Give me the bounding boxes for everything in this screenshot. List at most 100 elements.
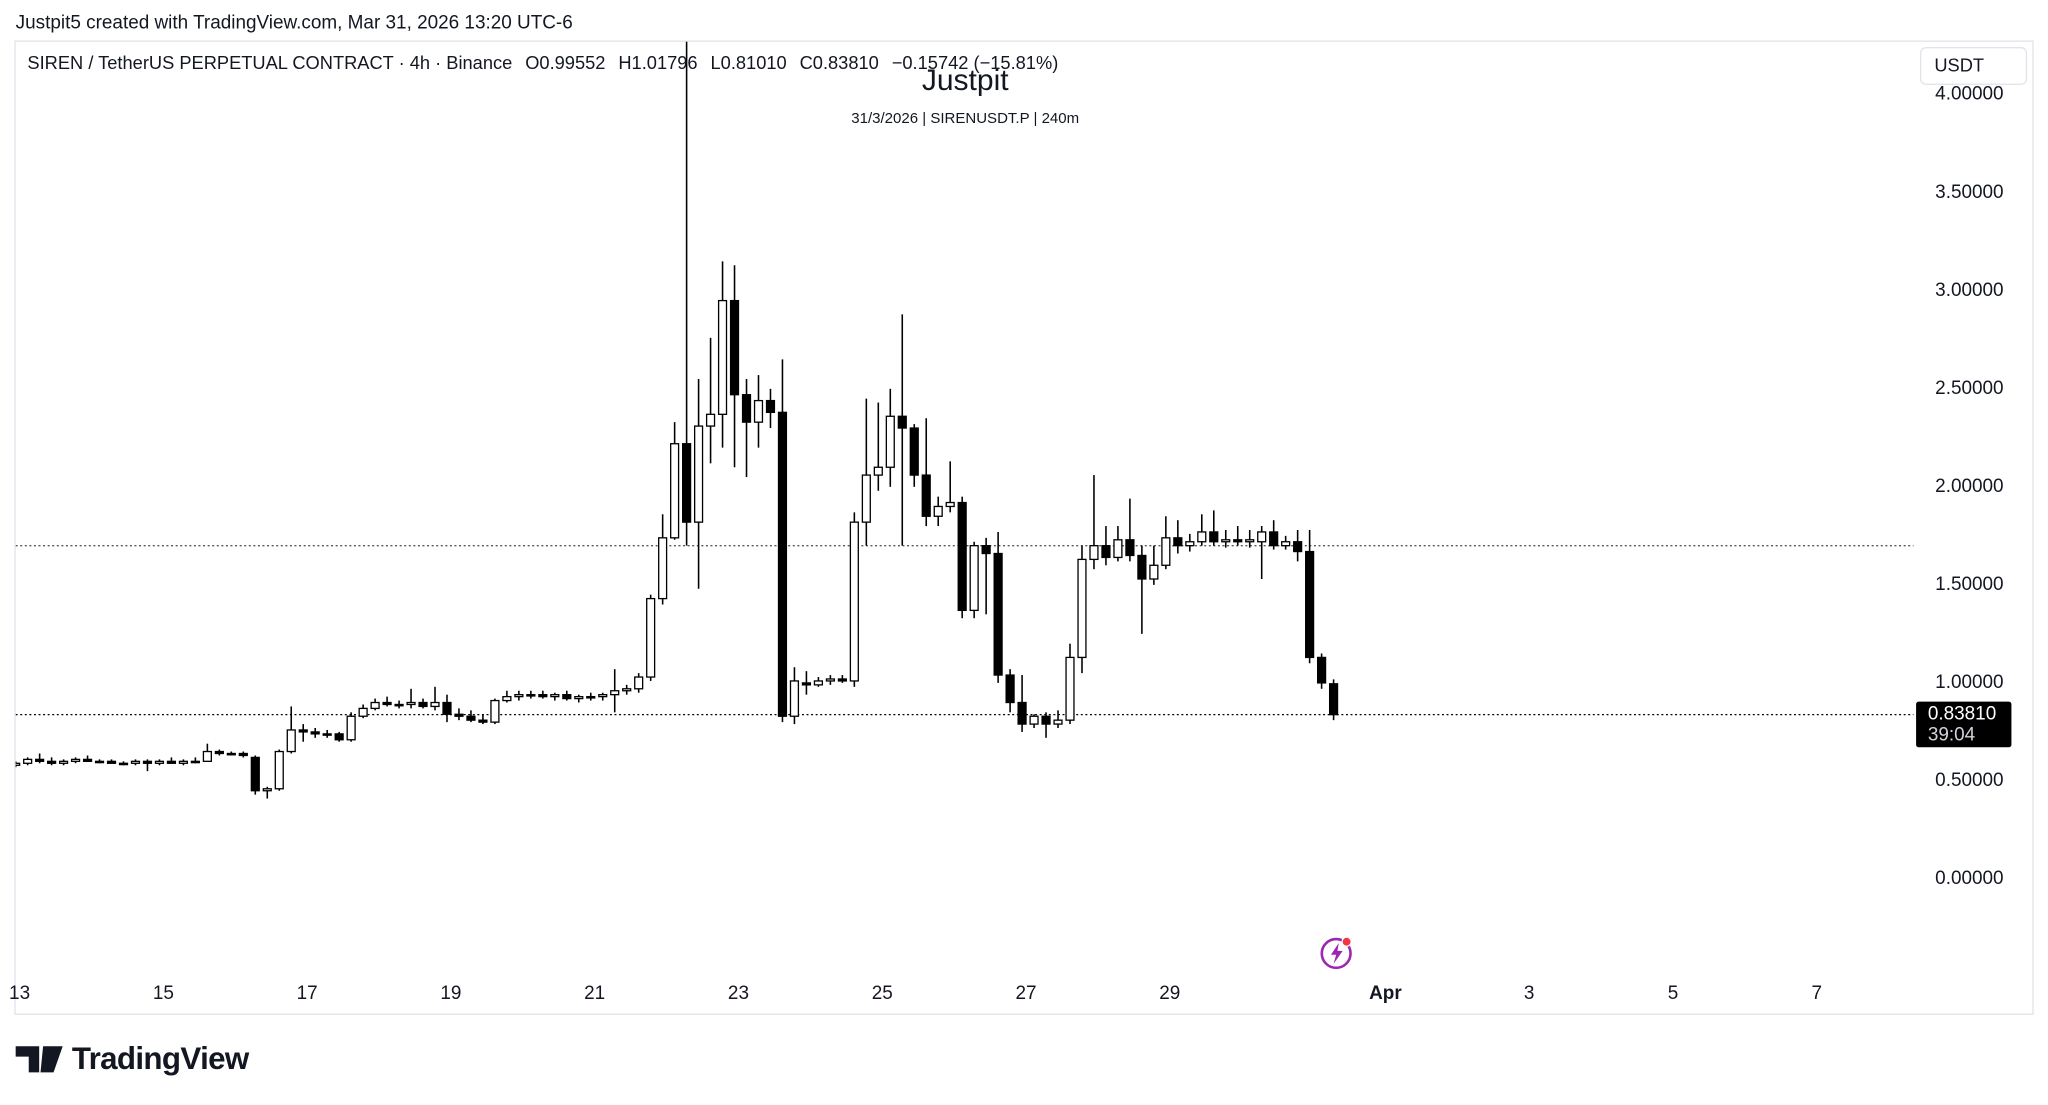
- candle-body: [1173, 537, 1183, 547]
- candle-body: [262, 788, 272, 792]
- y-tick-label: 3.50000: [1935, 182, 2003, 203]
- x-tick-label: 3: [1524, 983, 1535, 1004]
- candle-body: [502, 695, 512, 702]
- candle-body: [382, 701, 392, 706]
- candle-body: [598, 694, 608, 698]
- x-tick-label: Apr: [1369, 983, 1402, 1004]
- candle-body: [370, 701, 380, 710]
- candle-body: [250, 756, 260, 792]
- legend-change: −0.15742 (−15.81%): [892, 52, 1059, 73]
- candle-body: [634, 676, 644, 690]
- candle-body: [358, 707, 368, 717]
- candle-body: [574, 695, 584, 700]
- logo-text[interactable]: TradingView: [72, 1041, 251, 1076]
- candle-body: [1233, 539, 1243, 543]
- candle-body: [1149, 564, 1159, 580]
- candle-body: [418, 701, 428, 708]
- candle-body: [909, 427, 919, 476]
- candle-body: [1005, 674, 1015, 704]
- candle-body: [993, 552, 1003, 676]
- candle-body: [70, 758, 81, 762]
- candle-body: [729, 299, 740, 396]
- plot-area: [15, 545, 1914, 716]
- candle-body: [166, 760, 177, 764]
- candle-body: [646, 597, 656, 678]
- legend-close: C0.83810: [800, 52, 879, 73]
- countdown-label: 39:04: [1928, 725, 1975, 746]
- legend-low: L0.81010: [711, 52, 787, 73]
- candle-body: [454, 713, 464, 717]
- candle-body: [945, 501, 955, 508]
- candle-body: [562, 694, 572, 700]
- candles: [15, 41, 1339, 799]
- candle-body: [214, 750, 224, 755]
- candle-body: [1113, 539, 1123, 559]
- candle-body: [1245, 539, 1255, 543]
- candle-body: [466, 715, 476, 721]
- candle-body: [825, 678, 835, 682]
- candle-body: [1281, 541, 1291, 547]
- candle-body: [47, 760, 57, 764]
- x-tick-label: 7: [1811, 983, 1822, 1004]
- candle-body: [1328, 683, 1339, 716]
- candle-body: [322, 733, 332, 736]
- candle-body: [1065, 656, 1075, 721]
- x-tick-label: 29: [1159, 983, 1180, 1004]
- y-tick-label: 2.00000: [1935, 476, 2003, 497]
- candle-body: [202, 750, 212, 762]
- candle-body: [789, 680, 800, 717]
- candle-body: [406, 701, 416, 706]
- candle-body: [1221, 539, 1231, 543]
- legend-symbol: SIREN / TetherUS PERPETUAL CONTRACT · 4h…: [27, 52, 512, 73]
- candle-body: [154, 760, 165, 764]
- watermark-subtitle: 31/3/2026 | SIRENUSDT.P | 240m: [851, 110, 1079, 127]
- currency-label[interactable]: USDT: [1934, 54, 1984, 75]
- y-tick-label: 0.50000: [1935, 770, 2003, 791]
- candle-body: [478, 719, 488, 723]
- last-price-box: [1916, 701, 2012, 748]
- candle-body: [705, 413, 716, 427]
- logo[interactable]: TradingView: [15, 1041, 251, 1076]
- candle-body: [298, 729, 308, 733]
- candle-body: [861, 474, 871, 523]
- candle-body: [1125, 539, 1135, 557]
- candle-body: [118, 762, 129, 766]
- candle-body: [837, 678, 847, 682]
- candle-body: [538, 694, 548, 698]
- candle-body: [526, 694, 536, 697]
- candle-body: [430, 701, 440, 708]
- candle-body: [885, 415, 895, 468]
- candle-body: [813, 680, 824, 686]
- candle-body: [142, 760, 153, 764]
- candle-body: [35, 758, 45, 762]
- candle-body: [1269, 531, 1279, 547]
- candle-body: [777, 411, 788, 717]
- candle-body: [693, 425, 704, 523]
- candle-body: [921, 474, 931, 517]
- currency-button[interactable]: [1919, 47, 2028, 85]
- candle-body: [1197, 531, 1207, 543]
- candle-body: [897, 415, 907, 429]
- candle-body: [1101, 545, 1111, 559]
- x-tick-label: 21: [584, 983, 605, 1004]
- alert-icon[interactable]: [1320, 936, 1352, 970]
- candle-body: [334, 733, 344, 741]
- candle-body: [670, 443, 680, 539]
- candle-body: [442, 701, 452, 715]
- x-tick-label: 25: [872, 983, 893, 1004]
- y-tick-label: 1.50000: [1935, 574, 2003, 595]
- y-tick-label: 4.00000: [1935, 84, 2003, 105]
- candle-body: [82, 758, 93, 762]
- x-tick-label: 27: [1015, 983, 1036, 1004]
- legend-open: O0.99552: [525, 52, 605, 73]
- attribution: Justpit5 created with TradingView.com, M…: [16, 13, 573, 34]
- candle-body: [658, 537, 668, 600]
- candle-body: [274, 750, 284, 790]
- candle-body: [1029, 715, 1039, 725]
- candle-body: [310, 731, 320, 735]
- candle-body: [346, 715, 356, 741]
- candle-body: [849, 521, 859, 682]
- candle-body: [873, 466, 883, 476]
- candle-body: [1293, 541, 1303, 553]
- candle-body: [394, 703, 404, 707]
